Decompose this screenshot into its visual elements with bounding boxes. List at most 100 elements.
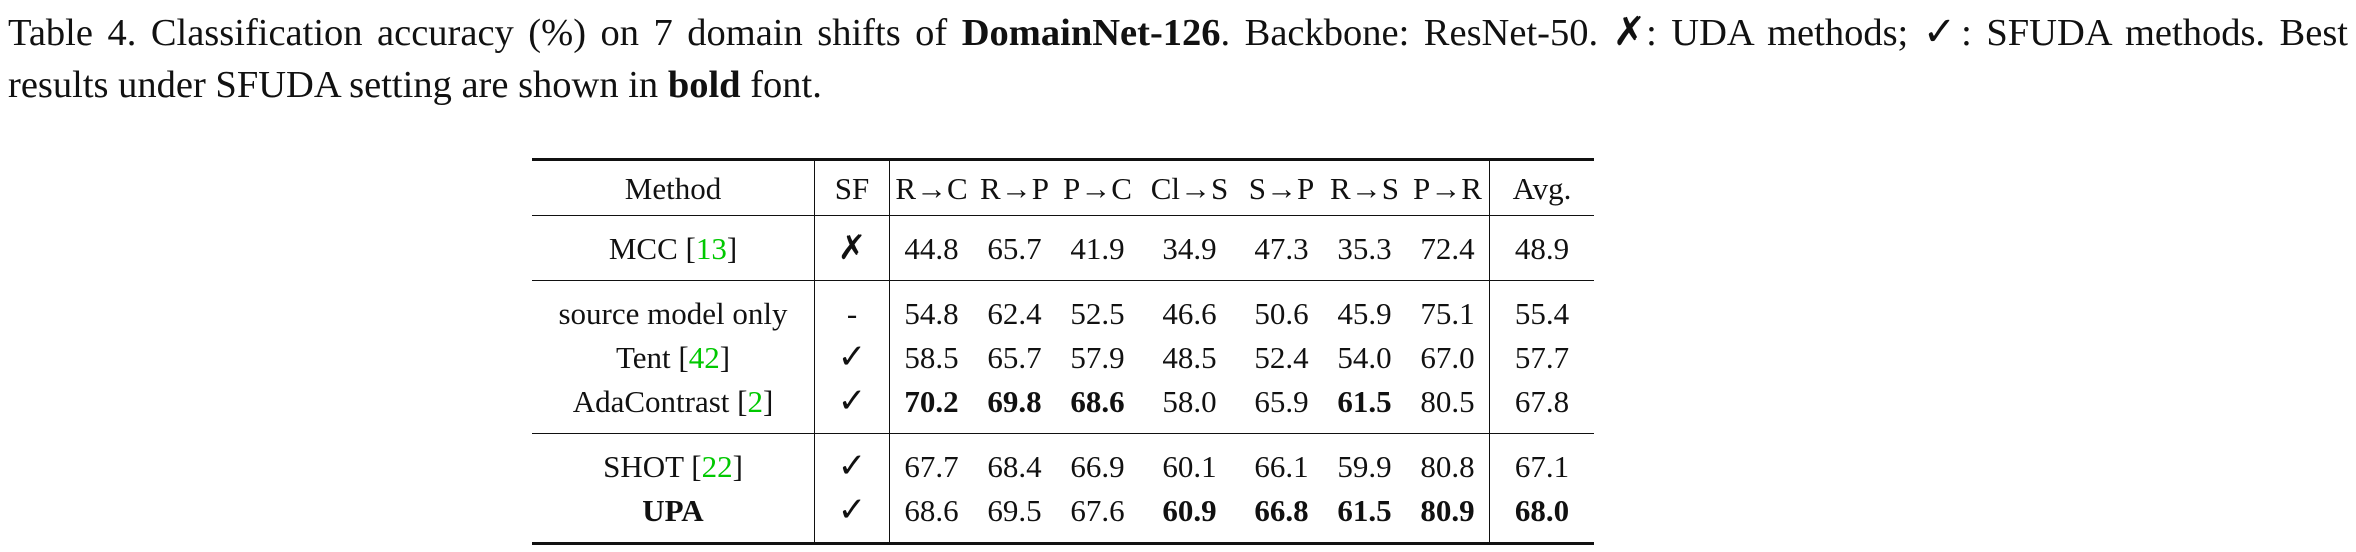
check-mark-icon: ✓ <box>814 433 890 488</box>
value-cell: 65.7 <box>987 339 1042 375</box>
caption-dataset: DomainNet-126 <box>961 12 1221 54</box>
header-s-p: S→P <box>1240 158 1323 216</box>
avg-cell: 67.1 <box>1489 433 1594 488</box>
caption-text: : SFUDA methods. Best results under SFUD… <box>8 12 2348 106</box>
method-name: AdaContrast <box>572 383 730 419</box>
value-cell: 41.9 <box>1056 215 1139 281</box>
table-row: Tent [42] ✓ 58.5 65.7 57.9 48.5 52.4 54.0 67.0 57… <box>532 335 1594 379</box>
value-cell: 60.9 <box>1139 488 1240 545</box>
header-avg: Avg. <box>1489 158 1594 216</box>
header-p-r: P→R <box>1406 158 1490 216</box>
header-method: Method <box>532 158 815 216</box>
sf-cell: - <box>814 280 890 335</box>
value-cell: 65.7 <box>973 215 1056 281</box>
method-name: Tent <box>615 339 671 375</box>
method-name: MCC <box>608 230 678 266</box>
table-row: source model only -54.8 62.4 52.5 46.6 50.6 45… <box>532 280 1594 335</box>
value-cell: 67.7 <box>889 433 973 488</box>
value-cell: 60.1 <box>1139 433 1240 488</box>
check-mark-icon: ✓ <box>814 335 890 379</box>
table-row: MCC [13] ✗ 44.8 65.7 41.9 34.9 47.3 35.3 72.4 48.… <box>532 215 1594 281</box>
method-name: source model only <box>558 295 788 331</box>
table-header-row: Method SF R→C R→P P→C Cl→S S→P R→S P→R A… <box>532 158 1594 216</box>
value-cell: 61.5 <box>1337 383 1392 419</box>
value-cell: 52.5 <box>1056 280 1139 335</box>
value-cell: 52.4 <box>1254 339 1309 375</box>
citation-link[interactable]: 2 <box>747 383 763 419</box>
method-cell: UPA <box>532 488 815 545</box>
value-cell: 58.5 <box>904 339 959 375</box>
header-cl-s: Cl→S <box>1139 158 1240 216</box>
value-cell: 59.9 <box>1323 433 1406 488</box>
avg-cell: 67.8 <box>1514 383 1570 419</box>
cross-mark-icon: ✗ <box>814 215 890 281</box>
avg-cell: 57.7 <box>1514 339 1570 375</box>
value-cell: 66.1 <box>1240 433 1323 488</box>
caption-bold-word: bold <box>667 64 741 106</box>
value-cell: 80.8 <box>1406 433 1490 488</box>
value-cell: 80.9 <box>1406 488 1490 545</box>
value-cell: 70.2 <box>904 383 959 419</box>
value-cell: 48.5 <box>1162 339 1217 375</box>
citation-link[interactable]: 22 <box>701 448 733 484</box>
table-row: UPA ✓ 68.6 69.5 67.6 60.9 66.8 61.5 80.9 68.0 <box>532 488 1594 545</box>
header-p-c: P→C <box>1056 158 1139 216</box>
header-r-s: R→S <box>1323 158 1406 216</box>
check-mark-icon: ✓ <box>814 488 890 545</box>
method-cell: AdaContrast [2] <box>532 379 815 434</box>
table-caption: Table 4. Classification accuracy (%) on … <box>8 6 2348 111</box>
value-cell: 66.8 <box>1240 488 1323 545</box>
value-cell: 44.8 <box>889 215 973 281</box>
value-cell: 58.0 <box>1162 383 1217 419</box>
value-cell: 34.9 <box>1139 215 1240 281</box>
caption-text: . Backbone: ResNet-50. <box>1220 12 1599 54</box>
caption-text: font. <box>750 64 822 106</box>
method-cell: MCC [13] <box>532 215 815 281</box>
avg-cell: 55.4 <box>1489 280 1594 335</box>
value-cell: 68.4 <box>973 433 1056 488</box>
value-cell: 68.6 <box>889 488 973 545</box>
value-cell: 54.8 <box>889 280 973 335</box>
method-name: SHOT <box>603 448 684 484</box>
value-cell: 69.5 <box>973 488 1056 545</box>
caption-text: Classification accuracy (%) on 7 domain … <box>150 12 948 54</box>
value-cell: 65.9 <box>1254 383 1309 419</box>
value-cell: 62.4 <box>973 280 1056 335</box>
header-r-p: R→P <box>973 158 1056 216</box>
value-cell: 67.0 <box>1406 335 1490 379</box>
value-cell: 75.1 <box>1406 280 1490 335</box>
value-cell: 72.4 <box>1406 215 1490 281</box>
value-cell: 80.5 <box>1406 379 1490 434</box>
value-cell: 66.9 <box>1056 433 1139 488</box>
value-cell: 57.9 <box>1070 339 1125 375</box>
caption-label: Table 4. <box>8 12 137 54</box>
value-cell: 50.6 <box>1240 280 1323 335</box>
citation-link[interactable]: 42 <box>688 339 720 375</box>
method-name: UPA <box>642 492 704 528</box>
value-cell: 46.6 <box>1139 280 1240 335</box>
value-cell: 47.3 <box>1240 215 1323 281</box>
citation-link[interactable]: 13 <box>695 230 727 266</box>
method-cell: Tent [42] <box>532 335 815 379</box>
method-cell: source model only <box>532 280 815 335</box>
avg-cell: 68.0 <box>1489 488 1594 545</box>
results-table: Method SF R→C R→P P→C Cl→S S→P R→S P→R A… <box>532 158 1594 545</box>
check-mark-icon: ✓ <box>814 379 890 434</box>
value-cell: 68.6 <box>1070 383 1125 419</box>
table-row: AdaContrast [2] ✓ 70.2 69.8 68.6 58.0 65.9 61.5… <box>532 379 1594 434</box>
table-row: SHOT [22] ✓ 67.7 68.4 66.9 60.1 66.1 59.9 80.8 67… <box>532 433 1594 488</box>
value-cell: 45.9 <box>1323 280 1406 335</box>
avg-cell: 48.9 <box>1489 215 1594 281</box>
value-cell: 69.8 <box>987 383 1042 419</box>
value-cell: 35.3 <box>1323 215 1406 281</box>
header-sf: SF <box>814 158 890 216</box>
value-cell: 61.5 <box>1323 488 1406 545</box>
method-cell: SHOT [22] <box>532 433 815 488</box>
value-cell: 54.0 <box>1337 339 1392 375</box>
cross-mark-icon: ✗ <box>1612 9 1647 55</box>
header-r-c: R→C <box>889 158 973 216</box>
check-mark-icon: ✓ <box>1922 9 1962 55</box>
results-table-container: Method SF R→C R→P P→C Cl→S S→P R→S P→R A… <box>532 158 1594 545</box>
caption-text: : UDA methods; <box>1646 12 1909 54</box>
value-cell: 67.6 <box>1056 488 1139 545</box>
